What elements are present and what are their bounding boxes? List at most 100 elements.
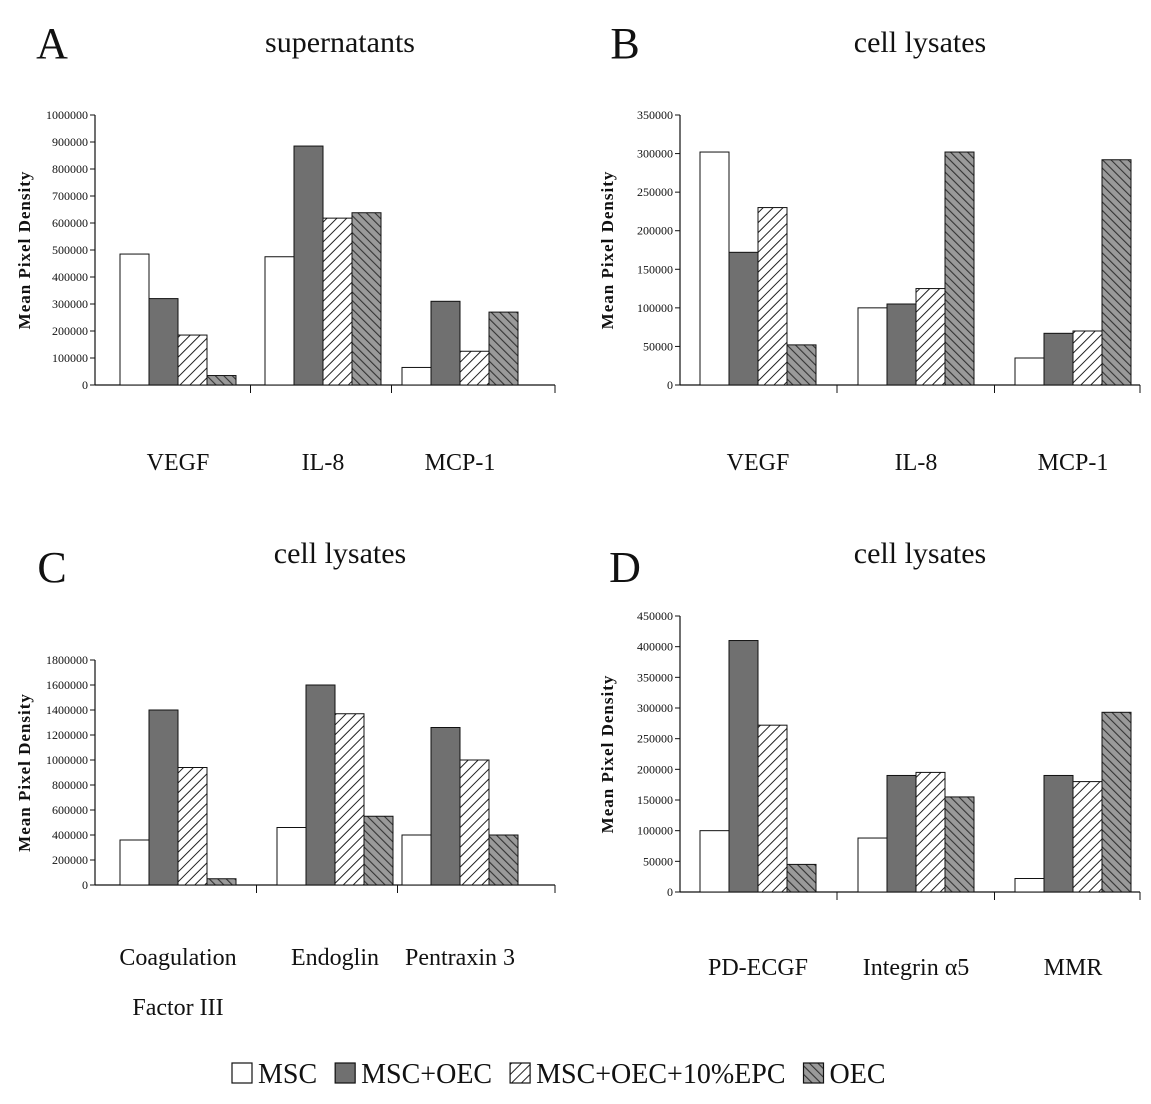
bar-msc-1 (276, 827, 307, 886)
bar-msc-oec-0 (728, 640, 759, 893)
panel-title: cell lysates (854, 537, 986, 570)
bar-msc-oec-10-epc-0 (757, 724, 788, 893)
y-tick-label: 1000000 (46, 108, 88, 122)
y-axis-label: Mean Pixel Density (15, 171, 34, 330)
y-axis-label: Mean Pixel Density (598, 171, 617, 330)
category-label: IL-8 (895, 450, 938, 476)
bar-oec-1 (944, 796, 975, 893)
y-tick-label: 0 (667, 885, 673, 899)
y-tick-label: 50000 (643, 339, 673, 353)
bar-oec-0 (206, 375, 237, 386)
y-tick-label: 400000 (52, 828, 88, 842)
bar-msc-oec-0 (148, 709, 179, 886)
panel-title: supernatants (265, 26, 415, 59)
bar-msc-2 (1014, 878, 1045, 893)
bar-msc-oec-1 (886, 303, 917, 386)
bar-msc-2 (401, 366, 432, 386)
bar-oec-0 (206, 878, 237, 886)
y-tick-label: 250000 (637, 185, 673, 199)
y-tick-label: 300000 (52, 297, 88, 311)
panel-letter: B (610, 19, 639, 68)
bar-msc-0 (699, 830, 730, 893)
bar-msc-oec-2 (430, 727, 461, 886)
bar-msc-oec-10-epc-2 (1072, 781, 1103, 893)
panel-letter: A (36, 19, 68, 68)
legend-label: MSC+OEC+10%EPC (536, 1059, 785, 1090)
legend-swatch (509, 1062, 531, 1084)
bar-msc-oec-1 (886, 774, 917, 893)
y-tick-label: 300000 (637, 147, 673, 161)
category-label: Endoglin (291, 945, 379, 971)
bar-oec-0 (786, 344, 817, 386)
y-tick-label: 200000 (637, 762, 673, 776)
category-label: VEGF (147, 450, 210, 476)
bar-msc-1 (264, 256, 295, 386)
y-tick-label: 800000 (52, 778, 88, 792)
y-tick-label: 400000 (637, 640, 673, 654)
panel-letter: C (37, 543, 66, 592)
bar-msc-oec-2 (1043, 332, 1074, 386)
legend-swatch (334, 1062, 356, 1084)
y-axis-label: Mean Pixel Density (598, 675, 617, 834)
bar-msc-oec-10-epc-1 (915, 771, 946, 893)
panel-title: cell lysates (854, 26, 986, 59)
y-tick-label: 200000 (52, 324, 88, 338)
y-tick-label: 350000 (637, 108, 673, 122)
bar-oec-2 (1101, 159, 1132, 386)
bar-msc-oec-10-epc-1 (322, 217, 353, 386)
y-axis-label: Mean Pixel Density (15, 693, 34, 852)
category-label: IL-8 (302, 450, 345, 476)
y-tick-label: 1200000 (46, 728, 88, 742)
bar-oec-0 (786, 863, 817, 893)
y-tick-label: 100000 (637, 301, 673, 315)
bar-msc-oec-1 (305, 684, 336, 886)
bar-oec-2 (1101, 711, 1132, 893)
bar-oec-1 (944, 151, 975, 386)
bar-oec-2 (488, 311, 519, 386)
bar-msc-oec-10-epc-0 (757, 207, 788, 386)
category-label: Factor III (132, 995, 223, 1021)
category-label: MCP-1 (425, 450, 496, 476)
y-tick-label: 600000 (52, 216, 88, 230)
legend-label: MSC+OEC (361, 1059, 492, 1090)
panel-title: cell lysates (274, 537, 406, 570)
bar-msc-oec-0 (728, 251, 759, 386)
y-tick-label: 300000 (637, 701, 673, 715)
category-label: VEGF (727, 450, 790, 476)
bar-msc-oec-10-epc-2 (459, 350, 490, 386)
y-tick-label: 900000 (52, 135, 88, 149)
bar-msc-oec-2 (430, 300, 461, 386)
y-tick-label: 50000 (643, 854, 673, 868)
y-tick-label: 1800000 (46, 653, 88, 667)
bar-oec-1 (351, 212, 382, 386)
y-tick-label: 1400000 (46, 703, 88, 717)
y-tick-label: 150000 (637, 793, 673, 807)
legend-swatch (231, 1062, 253, 1084)
bar-msc-oec-1 (293, 145, 324, 386)
y-tick-label: 600000 (52, 803, 88, 817)
bar-msc-oec-10-epc-0 (177, 334, 208, 386)
panel-letter: D (609, 543, 641, 592)
y-tick-label: 1000000 (46, 753, 88, 767)
y-tick-label: 200000 (637, 224, 673, 238)
legend-label: OEC (830, 1059, 886, 1090)
y-tick-label: 250000 (637, 732, 673, 746)
y-tick-label: 450000 (637, 609, 673, 623)
bar-msc-0 (119, 253, 150, 386)
bar-msc-oec-0 (148, 298, 179, 386)
bar-msc-0 (119, 839, 150, 886)
bar-msc-0 (699, 151, 730, 386)
legend-label: MSC (258, 1059, 317, 1090)
y-tick-label: 400000 (52, 270, 88, 284)
y-tick-label: 100000 (637, 824, 673, 838)
y-tick-label: 150000 (637, 262, 673, 276)
bar-oec-1 (363, 815, 394, 886)
y-tick-label: 0 (667, 378, 673, 392)
y-tick-label: 200000 (52, 853, 88, 867)
bar-msc-oec-10-epc-2 (1072, 330, 1103, 386)
